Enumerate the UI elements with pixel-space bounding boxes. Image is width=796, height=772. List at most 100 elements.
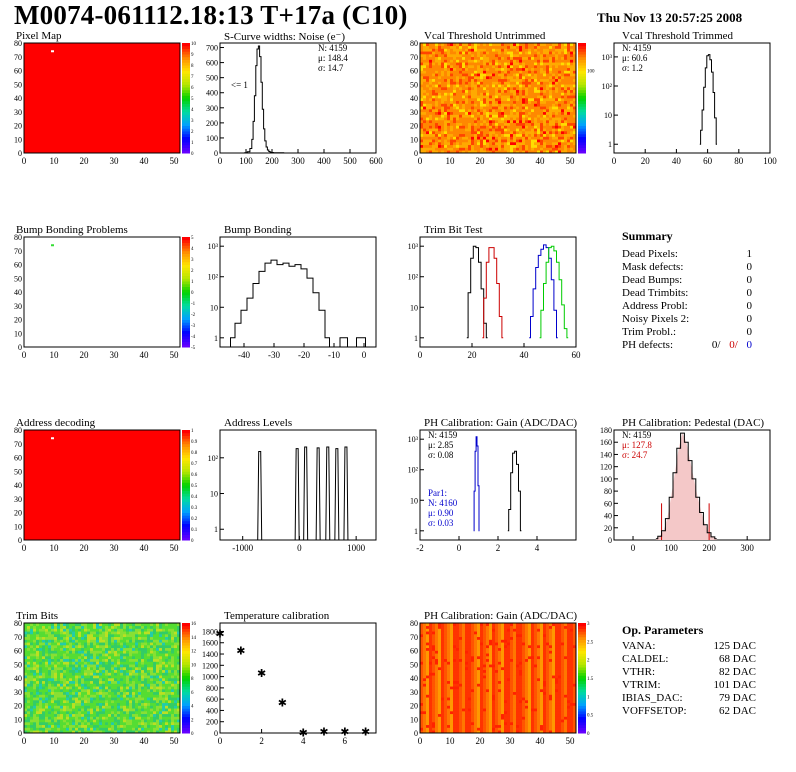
heatmap-cell: [507, 111, 511, 115]
heatmap-cell: [36, 678, 40, 682]
heatmap-cell: [66, 636, 70, 640]
heatmap-cell: [90, 683, 94, 687]
heatmap-cell: [477, 62, 481, 66]
heatmap-cell: [447, 70, 451, 74]
scale-cell: [578, 114, 586, 118]
heatmap-cell: [543, 120, 547, 124]
heatmap-cell: [561, 139, 565, 143]
heatmap-cell: [126, 623, 130, 627]
heatmap-cell: [66, 669, 70, 673]
z-tick-label: -4: [191, 335, 196, 340]
heatmap-cell: [555, 87, 559, 91]
heatmap-cell: [537, 144, 541, 148]
heatmap-cell: [123, 713, 127, 717]
scale-cell: [182, 56, 190, 60]
heatmap-cell: [423, 100, 427, 104]
heatmap-cell: [66, 689, 70, 693]
heatmap-cell: [36, 697, 40, 701]
heatmap-cell: [525, 73, 529, 77]
heatmap-cell: [465, 147, 469, 151]
heatmap-cell: [111, 636, 115, 640]
heatmap-cell: [477, 131, 481, 135]
heatmap-cell: [423, 702, 427, 706]
heatmap-cell: [537, 73, 541, 77]
heatmap-cell: [66, 642, 70, 646]
heatmap-cell: [426, 139, 430, 143]
heatmap-cell: [27, 625, 31, 629]
heatmap-cell: [537, 142, 541, 146]
heatmap-cell: [435, 128, 439, 132]
heatmap-cell: [126, 702, 130, 706]
heatmap-cell: [522, 114, 526, 118]
heatmap-cell: [150, 642, 154, 646]
heatmap-cell: [81, 650, 85, 654]
heatmap-cell: [471, 109, 475, 113]
scale-cell: [182, 300, 190, 304]
heatmap-cell: [75, 686, 79, 690]
heatmap-cell: [465, 142, 469, 146]
heatmap-cell: [123, 667, 127, 671]
heatmap-cell: [447, 142, 451, 146]
heatmap-cell: [132, 708, 136, 712]
heatmap-cell: [501, 92, 505, 96]
heatmap-cell: [552, 106, 556, 110]
heatmap-cell: [174, 724, 178, 728]
heatmap-cell: [132, 625, 136, 629]
heatmap-cell: [558, 45, 562, 49]
heatmap-cell: [474, 150, 478, 154]
heatmap-cell: [519, 125, 523, 129]
heatmap-cell: [69, 667, 73, 671]
heatmap-cell: [504, 98, 508, 102]
heatmap-cell: [108, 691, 112, 695]
panel-bump-bonding: -40 -30 -20 -10 0 1 10 10² 10³ Bump Bonding: [208, 224, 396, 374]
heatmap-cell: [432, 54, 436, 58]
heatmap-cell: [474, 81, 478, 85]
heatmap-cell: [162, 713, 166, 717]
heatmap-cell: [501, 103, 505, 107]
heatmap-cell: [435, 54, 439, 58]
heatmap-cell: [462, 139, 466, 143]
heatmap-cell: [510, 78, 514, 82]
heatmap-cell: [174, 722, 178, 726]
heatmap-cell: [123, 708, 127, 712]
heatmap-cell: [114, 667, 118, 671]
heatmap-cell: [432, 142, 436, 146]
heatmap-cell: [87, 680, 91, 684]
heatmap-cell: [153, 645, 157, 649]
heatmap-cell: [507, 45, 511, 49]
scale-cell: [182, 642, 190, 646]
heatmap-cell: [441, 62, 445, 66]
heatmap-cell: [141, 642, 145, 646]
heatmap-cell: [486, 147, 490, 151]
heatmap-cell: [432, 59, 436, 63]
heatmap-cell: [33, 639, 37, 643]
heatmap-cell: [120, 661, 124, 665]
heatmap-cell: [114, 730, 118, 734]
heatmap-cell: [528, 100, 532, 104]
heatmap-cell: [438, 54, 442, 58]
heatmap-cell: [153, 661, 157, 665]
heatmap-cell: [549, 128, 553, 132]
heatmap-cell: [423, 56, 427, 60]
heatmap-cell: [150, 631, 154, 635]
heatmap-cell: [177, 661, 181, 665]
heatmap-cell: [69, 683, 73, 687]
heatmap-cell: [468, 81, 472, 85]
heatmap-cell: [492, 139, 496, 143]
heatmap-cell: [105, 636, 109, 640]
heatmap-cell: [459, 133, 463, 137]
heatmap-cell: [150, 636, 154, 640]
heatmap-cell: [87, 667, 91, 671]
heatmap-cell: [540, 54, 544, 58]
heatmap-cell: [165, 708, 169, 712]
heatmap-cell: [123, 639, 127, 643]
heatmap-cell: [420, 705, 424, 709]
heatmap-cell: [30, 722, 34, 726]
heatmap-cell: [48, 625, 52, 629]
x-tick-label: 500: [343, 156, 357, 166]
heatmap-cell: [93, 664, 97, 668]
heatmap-cell: [69, 672, 73, 676]
heatmap-cell: [144, 636, 148, 640]
